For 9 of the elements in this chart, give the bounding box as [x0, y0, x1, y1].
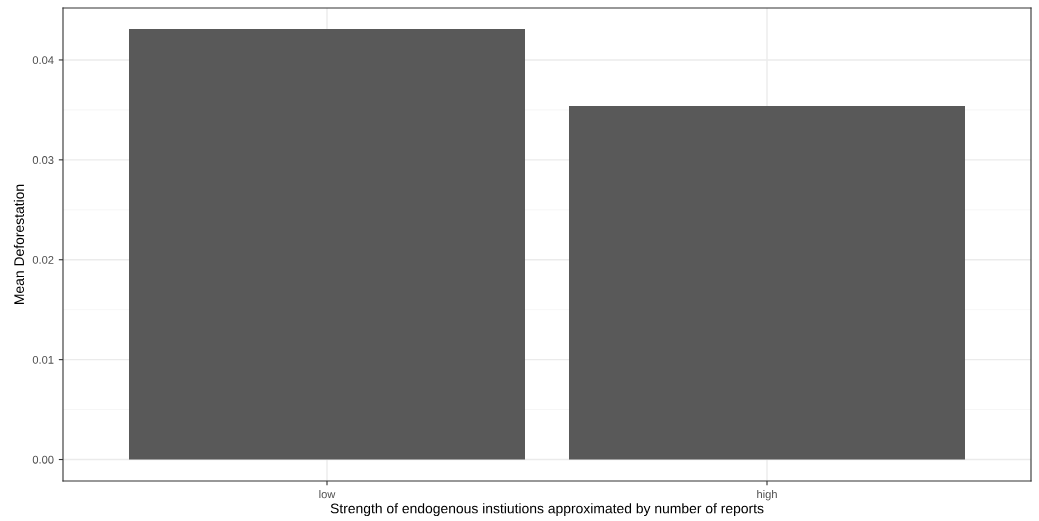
y-tick-label: 0.02	[32, 256, 54, 264]
y-axis-title: Mean Deforestation	[13, 184, 25, 304]
x-axis-title: Strength of endogenous instiutions approximated by number of reports	[330, 503, 764, 517]
x-tick-label: high	[757, 490, 777, 501]
y-tick-label: 0.04	[32, 56, 54, 65]
y-tick-label: 0.03	[32, 156, 54, 164]
y-tick-label: 0.01	[32, 355, 54, 364]
y-tick-label: 0.00	[32, 455, 54, 464]
x-tick-label: low	[319, 490, 336, 499]
